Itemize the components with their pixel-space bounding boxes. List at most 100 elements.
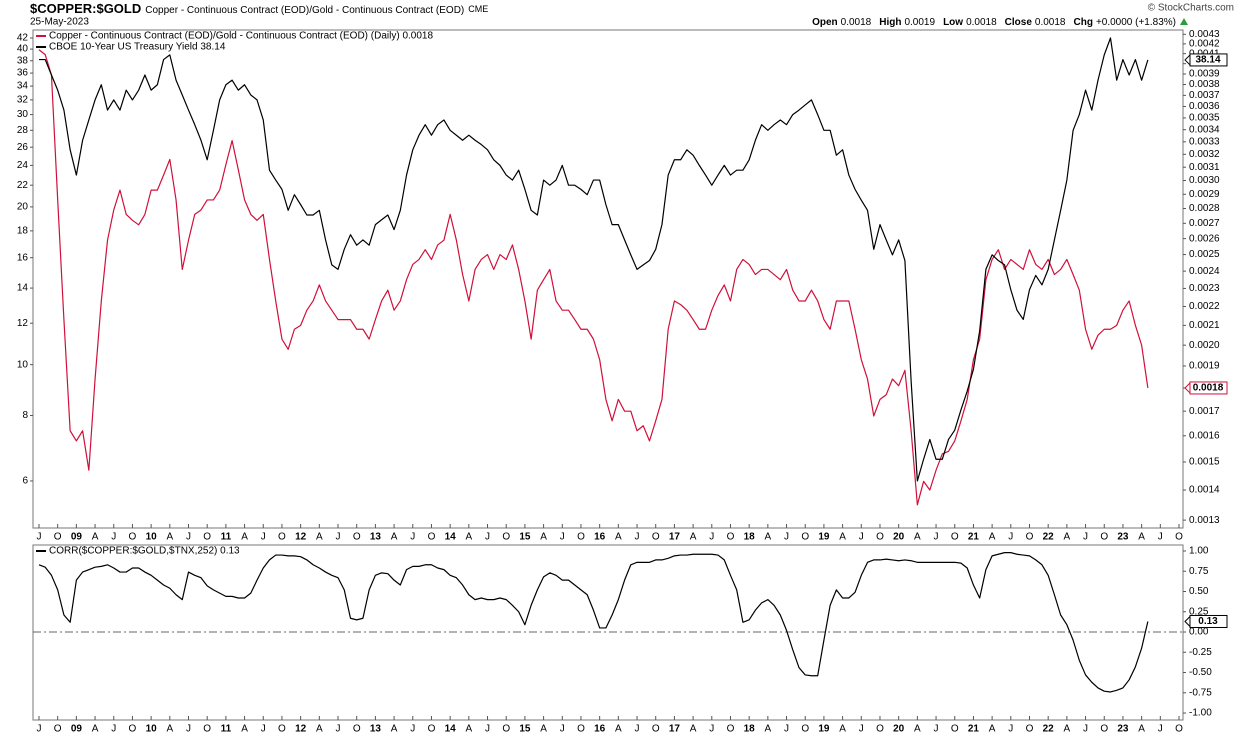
quote-label: High xyxy=(879,17,901,28)
x-tick-label: O xyxy=(652,532,660,543)
x-tick-label: 17 xyxy=(669,532,681,543)
y-tick-label: 0.0031 xyxy=(1189,162,1220,173)
y-tick-label: 0.0039 xyxy=(1189,69,1220,80)
x-tick-label: O xyxy=(801,532,809,543)
x-tick-label: A xyxy=(316,532,323,543)
y-tick-label: 16 xyxy=(17,252,29,263)
x-tick-label: J xyxy=(111,724,116,735)
y-tick-label: 0.0042 xyxy=(1189,39,1220,50)
x-tick-label: J xyxy=(859,532,864,543)
value-badge xyxy=(1189,53,1228,67)
x-tick-label: O xyxy=(1175,532,1183,543)
y-tick-label: 1.00 xyxy=(1189,546,1209,557)
x-tick-label: J xyxy=(485,532,490,543)
x-tick-label: J xyxy=(1083,532,1088,543)
y-tick-label: 0.50 xyxy=(1189,586,1209,597)
legend-label: CBOE 10-Year US Treasury Yield 38.14 xyxy=(49,42,226,53)
x-tick-label: A xyxy=(241,532,248,543)
x-tick-label: 11 xyxy=(221,724,232,735)
y-tick-label: 0.0013 xyxy=(1189,515,1220,526)
x-tick-label: 09 xyxy=(71,532,83,543)
y-tick-label: 0.0037 xyxy=(1189,90,1220,101)
x-tick-label: J xyxy=(186,532,191,543)
value-badge-label: 38.14 xyxy=(1195,55,1220,66)
value-badge-label: 0.0018 xyxy=(1193,383,1224,394)
x-tick-label: O xyxy=(876,724,884,735)
x-tick-label: O xyxy=(502,724,510,735)
x-tick-label: J xyxy=(709,724,714,735)
description: Copper - Continuous Contract (EOD)/Gold … xyxy=(145,5,464,16)
y-tick-label: 0.0043 xyxy=(1189,29,1220,40)
x-tick-label: O xyxy=(801,724,809,735)
y-tick-label: 0.0032 xyxy=(1189,149,1220,160)
y-tick-label: 18 xyxy=(17,226,29,237)
y-tick-label: 40 xyxy=(17,44,29,55)
up-arrow xyxy=(1180,18,1188,25)
quote-label: Low xyxy=(943,17,963,28)
x-tick-label: O xyxy=(54,532,62,543)
x-tick-label: A xyxy=(92,532,99,543)
x-tick-label: O xyxy=(727,532,735,543)
y-tick-label: 0.0024 xyxy=(1189,266,1220,277)
x-tick-label: A xyxy=(316,724,323,735)
y-tick-label: 22 xyxy=(17,180,29,191)
x-tick-label: J xyxy=(784,724,789,735)
x-tick-label: A xyxy=(391,532,398,543)
x-tick-label: 18 xyxy=(744,724,756,735)
x-tick-label: 13 xyxy=(370,532,382,543)
x-tick-label: 15 xyxy=(519,532,531,543)
x-tick-label: O xyxy=(1100,532,1108,543)
x-tick-label: O xyxy=(203,724,211,735)
x-tick-label: 19 xyxy=(818,532,830,543)
x-tick-label: J xyxy=(410,724,415,735)
x-tick-label: A xyxy=(690,532,697,543)
y-tick-label: 0.0015 xyxy=(1189,457,1220,468)
quote-label: Chg xyxy=(1073,17,1092,28)
y-tick-label: 0.0025 xyxy=(1189,249,1220,260)
x-tick-label: O xyxy=(577,724,585,735)
x-tick-label: J xyxy=(1158,724,1163,735)
exchange: CME xyxy=(468,4,488,14)
x-tick-label: A xyxy=(839,724,846,735)
x-tick-label: O xyxy=(278,532,286,543)
x-tick-label: J xyxy=(410,532,415,543)
y-tick-label: 0.0014 xyxy=(1189,485,1220,496)
x-tick-label: A xyxy=(914,724,921,735)
x-tick-label: A xyxy=(765,724,772,735)
y-tick-label: 0.0029 xyxy=(1189,189,1220,200)
x-tick-label: A xyxy=(1138,724,1145,735)
quote-value: 0.0019 xyxy=(904,17,935,28)
x-tick-label: A xyxy=(466,724,473,735)
series-line xyxy=(38,49,1149,506)
y-tick-label: 24 xyxy=(17,160,29,171)
y-tick-label: 38 xyxy=(17,55,29,66)
x-tick-label: O xyxy=(502,532,510,543)
x-tick-label: J xyxy=(934,724,939,735)
x-tick-label: O xyxy=(428,532,436,543)
x-tick-label: O xyxy=(1175,724,1183,735)
x-tick-label: O xyxy=(353,532,361,543)
y-tick-label: 0.0021 xyxy=(1189,320,1220,331)
y-tick-label: -1.00 xyxy=(1189,708,1212,719)
x-tick-label: 16 xyxy=(594,724,606,735)
y-tick-label: 0.0017 xyxy=(1189,406,1220,417)
y-tick-label: 0.25 xyxy=(1189,606,1209,617)
x-tick-label: A xyxy=(765,532,772,543)
x-tick-label: O xyxy=(353,724,361,735)
x-tick-label: A xyxy=(615,532,622,543)
quote-label: Close xyxy=(1005,17,1033,28)
x-tick-label: J xyxy=(1008,532,1013,543)
x-tick-label: O xyxy=(1026,724,1034,735)
x-tick-label: O xyxy=(652,724,660,735)
legend-label: CORR($COPPER:$GOLD,$TNX,252) 0.13 xyxy=(49,546,240,557)
x-tick-label: O xyxy=(1100,724,1108,735)
x-tick-label: A xyxy=(989,532,996,543)
x-tick-label: 10 xyxy=(146,532,158,543)
quote-value: 0.0018 xyxy=(966,17,997,28)
x-tick-label: O xyxy=(54,724,62,735)
y-tick-label: 0.0038 xyxy=(1189,79,1220,90)
y-tick-label: 14 xyxy=(17,283,29,294)
x-tick-label: J xyxy=(37,724,42,735)
y-tick-label: 34 xyxy=(17,81,29,92)
